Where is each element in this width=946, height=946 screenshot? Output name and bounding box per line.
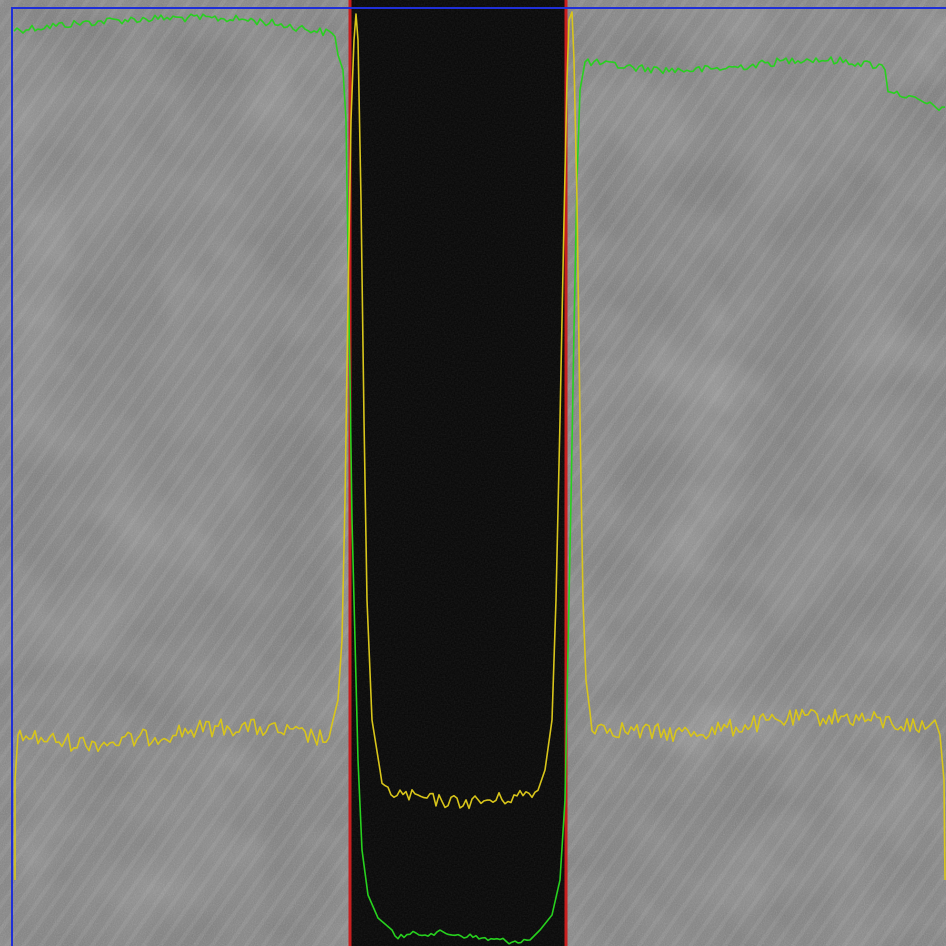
yellow-intensity-profile: [14, 11, 946, 881]
green-intensity-profile: [13, 13, 946, 945]
roi-frame: [11, 7, 946, 946]
dark-band-texture: [350, 0, 566, 946]
intensity-profiles: [13, 11, 946, 945]
